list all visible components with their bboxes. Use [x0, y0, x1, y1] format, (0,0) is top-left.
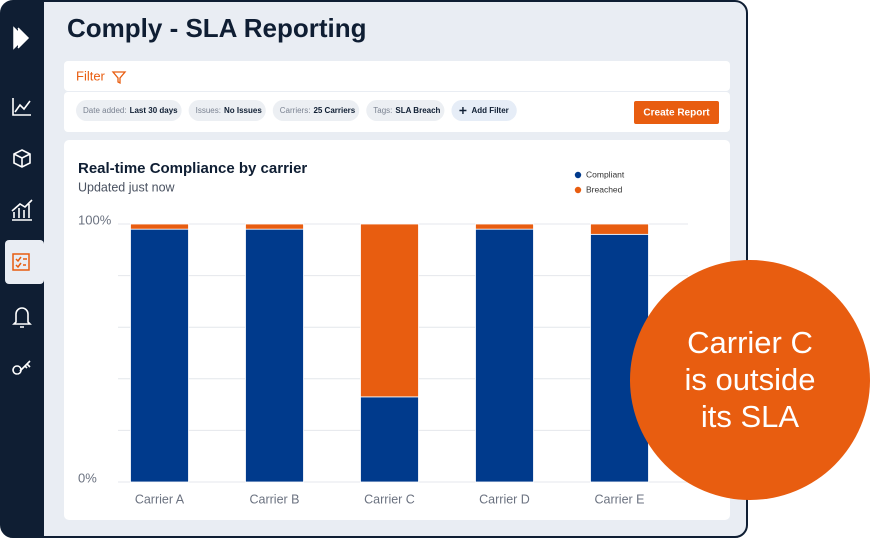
add-filter[interactable]: Add Filter: [451, 100, 517, 121]
callout-circle: [630, 260, 870, 500]
callout-text: its SLA: [701, 399, 800, 434]
x-tick-label: Carrier D: [479, 492, 530, 506]
legend-label: Breached: [586, 184, 623, 194]
add-icon: [459, 107, 467, 114]
chip-value: SLA Breach: [395, 106, 440, 115]
create-report-text: Create Report: [643, 108, 710, 119]
legend-swatch: [574, 171, 582, 179]
x-tick-label: Carrier B: [249, 492, 299, 506]
nav-packages[interactable]: [13, 149, 31, 168]
chip-text: Issues: No Issues: [196, 106, 263, 115]
x-tick-label: Carrier E: [594, 492, 644, 506]
filter-bar: [64, 61, 730, 91]
x-tick-label: Carrier C: [364, 492, 415, 506]
nav-reports[interactable]: [11, 199, 33, 221]
bar-segment: [130, 228, 189, 483]
nav-alerts[interactable]: [12, 307, 32, 328]
chip-label: Issues:: [196, 106, 221, 115]
nav-analytics[interactable]: [12, 98, 31, 116]
logo: [13, 26, 30, 50]
bar-segment: [130, 223, 189, 230]
chip-bg: [272, 100, 360, 121]
add-filter-text: Add Filter: [471, 106, 508, 115]
chip-text: Carriers: 25 Carriers: [280, 106, 356, 115]
callout-text: Carrier C: [687, 325, 813, 360]
filter-chip[interactable]: Tags: SLA Breach: [366, 100, 445, 121]
chip-value: No Issues: [224, 106, 262, 115]
filter-label: Filter: [76, 68, 106, 83]
chip-label: Carriers:: [280, 106, 311, 115]
create-report[interactable]: Create Report: [634, 101, 719, 124]
chip-text: Date added: Last 30 days: [83, 106, 178, 115]
bar-segment: [475, 228, 534, 483]
callout-text: is outside: [685, 362, 816, 397]
nav-active-bg: [5, 240, 44, 284]
x-tick-label: Carrier A: [135, 492, 185, 506]
legend-label: Compliant: [586, 169, 625, 179]
create-report-bg: [634, 101, 719, 124]
filter-icon: [111, 71, 127, 85]
page-title: Comply - SLA Reporting: [67, 13, 366, 43]
filter-chip[interactable]: Issues: No Issues: [188, 100, 266, 121]
y-tick-label: 100%: [78, 212, 112, 227]
chip-label: Tags:: [373, 106, 392, 115]
chart-subtitle: Updated just now: [78, 180, 176, 194]
chip-value: 25 Carriers: [313, 106, 355, 115]
legend-swatch: [574, 186, 582, 194]
bar-segment: [590, 223, 649, 235]
filter-chip[interactable]: Date added: Last 30 days: [76, 100, 182, 121]
y-tick-label: 0%: [78, 470, 97, 485]
chip-bg: [188, 100, 266, 121]
chip-value: Last 30 days: [130, 106, 179, 115]
nav-comply[interactable]: [12, 253, 30, 271]
bar-segment: [360, 223, 419, 398]
filter-chip[interactable]: Carriers: 25 Carriers: [272, 100, 360, 121]
nav-keys[interactable]: [12, 360, 31, 375]
chip-label: Date added:: [83, 106, 127, 115]
chip-bg: [76, 100, 182, 121]
bar-segment: [245, 228, 304, 483]
bar-segment: [360, 396, 419, 483]
chip-bg: [366, 100, 445, 121]
bar-segment: [475, 223, 534, 230]
chip-text: Tags: SLA Breach: [373, 106, 440, 115]
chart-title: Real-time Compliance by carrier: [78, 160, 307, 177]
add-filter-bg: [451, 100, 517, 121]
bar-segment: [245, 223, 304, 230]
